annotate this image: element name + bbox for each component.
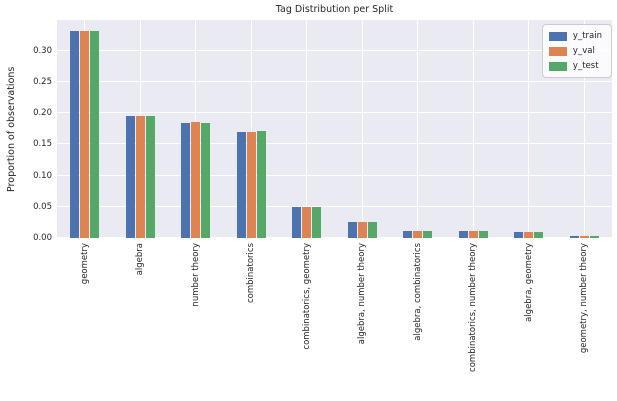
bar-y_val-combinatorics	[246, 131, 256, 238]
gridline-vertical	[306, 20, 308, 238]
bar-y_train-algebra-combinatorics	[403, 231, 413, 238]
x-tick-label: algebra	[135, 243, 146, 276]
gridline-horizontal	[57, 80, 612, 82]
bar-y_test-combinatorics	[256, 131, 266, 238]
gridline-vertical	[583, 20, 585, 238]
legend-label: y_val	[572, 46, 595, 56]
gridline-horizontal	[57, 49, 612, 51]
gridline-horizontal	[57, 112, 612, 114]
bar-y_test-geometry	[90, 31, 100, 238]
plot-area	[57, 20, 612, 238]
gridline-vertical	[472, 20, 474, 238]
bar-y_train-number-theory	[181, 123, 191, 238]
gridline-vertical	[250, 20, 252, 238]
y-tick-label: 0.30	[33, 45, 52, 56]
bar-y_val-combinatorics-number-theory	[468, 231, 478, 238]
legend-swatch-icon	[548, 31, 567, 41]
bar-y_train-combinatorics-number-theory	[458, 231, 468, 238]
legend-swatch-icon	[548, 61, 567, 71]
x-tick-label: combinatorics, geometry	[301, 243, 312, 350]
x-tick-label: algebra, geometry	[523, 243, 534, 322]
bar-y_train-geometry-number-theory	[569, 235, 579, 238]
bar-y_train-algebra	[125, 116, 135, 238]
bar-y_train-algebra-number-theory	[347, 222, 357, 238]
bar-y_train-geometry	[70, 31, 80, 238]
bar-y_val-geometry	[80, 31, 90, 238]
legend-label: y_test	[572, 61, 599, 71]
legend-label: y_train	[572, 31, 602, 41]
bar-y_val-algebra-combinatorics	[413, 231, 423, 238]
x-tick-label: geometry, number theory	[579, 243, 590, 354]
bar-y_test-geometry-number-theory	[589, 235, 599, 238]
y-tick-label: 0.10	[33, 170, 52, 181]
y-tick-label: 0.05	[33, 201, 52, 212]
bar-y_test-combinatorics-number-theory	[478, 231, 488, 238]
bar-y_test-algebra-geometry	[534, 231, 544, 238]
gridline-horizontal	[57, 143, 612, 145]
bar-y_val-algebra-geometry	[524, 231, 534, 238]
y-tick-label: 0.15	[33, 139, 52, 150]
x-tick-label: algebra, combinatorics	[412, 243, 423, 341]
x-tick-label: combinatorics	[246, 243, 257, 303]
y-tick-label: 0.25	[33, 76, 52, 87]
bar-y_test-combinatorics-geometry	[312, 206, 322, 238]
gridline-horizontal	[57, 174, 612, 176]
x-tick-label: number theory	[190, 243, 201, 307]
bar-y_test-algebra	[145, 116, 155, 238]
gridline-horizontal	[57, 205, 612, 207]
legend-item-y_test: y_test	[548, 60, 602, 72]
bar-y_test-algebra-number-theory	[367, 222, 377, 238]
bar-y_val-combinatorics-geometry	[302, 206, 312, 238]
legend-swatch-icon	[548, 46, 567, 56]
bar-y_test-number-theory	[201, 123, 211, 238]
x-tick-label: combinatorics, number theory	[468, 243, 479, 372]
gridline-vertical	[361, 20, 363, 238]
bar-y_val-algebra	[135, 116, 145, 238]
y-tick-label: 0.00	[33, 233, 52, 243]
y-axis-label: Proportion of observations	[6, 66, 17, 192]
legend: y_train y_val y_test	[541, 24, 612, 78]
gridline-horizontal	[57, 237, 612, 238]
legend-item-y_train: y_train	[548, 30, 602, 42]
bar-y_val-algebra-number-theory	[357, 222, 367, 238]
y-tick-label: 0.20	[33, 108, 52, 119]
bar-y_val-number-theory	[191, 121, 201, 238]
bar-y_train-combinatorics-geometry	[292, 206, 302, 238]
chart-title: Tag Distribution per Split	[275, 4, 394, 15]
gridline-vertical	[417, 20, 419, 238]
bar-y_train-algebra-geometry	[514, 231, 524, 238]
gridline-vertical	[528, 20, 530, 238]
legend-item-y_val: y_val	[548, 45, 602, 57]
bar-y_train-combinatorics	[236, 131, 246, 238]
x-tick-label: geometry	[79, 243, 90, 285]
x-tick-label: algebra, number theory	[357, 243, 368, 345]
bar-y_test-algebra-combinatorics	[423, 231, 433, 238]
bar-y_val-geometry-number-theory	[579, 235, 589, 238]
